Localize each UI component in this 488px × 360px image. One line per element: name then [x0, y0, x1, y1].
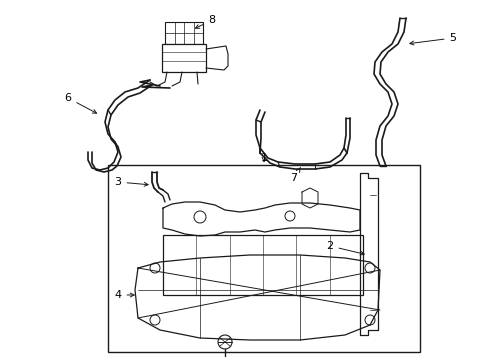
Text: 2: 2 [326, 241, 364, 255]
Bar [162, 44, 205, 72]
Text: 3: 3 [114, 177, 148, 187]
Bar [108, 165, 419, 352]
Text: 7: 7 [290, 168, 300, 183]
Text: 5: 5 [409, 33, 456, 45]
Text: 6: 6 [64, 93, 97, 113]
Text: 4: 4 [114, 290, 134, 300]
Text: 1: 1 [260, 153, 267, 163]
Bar [164, 22, 203, 44]
Text: 8: 8 [195, 15, 215, 28]
Bar [163, 235, 362, 295]
